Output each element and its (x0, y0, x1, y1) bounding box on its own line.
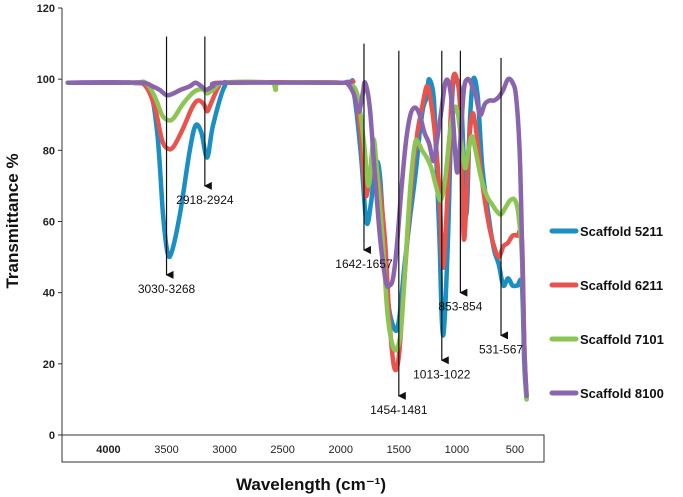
x-tick-label: 4000 (96, 444, 120, 456)
x-axis-box (61, 434, 545, 463)
y-tick-label: 0 (49, 430, 55, 442)
annotation-label: 3030-3268 (138, 282, 196, 296)
x-axis-title: Wavelength (cm⁻¹) (236, 475, 386, 494)
legend-label: Scaffold 7101 (580, 332, 664, 347)
annotation-label: 531-567 (479, 342, 523, 356)
y-tick-label: 60 (43, 217, 55, 229)
y-tick-label: 100 (37, 74, 55, 86)
series-line-scaffold-8100 (65, 76, 529, 399)
annotation-label: 1013-1022 (413, 367, 471, 381)
legend-label: Scaffold 6211 (580, 278, 663, 293)
x-tick-label: 500 (506, 444, 524, 456)
y-axis-ticks: 0 20 40 60 80 100 120 (37, 3, 62, 442)
y-tick-label: 20 (43, 359, 55, 371)
x-tick-label: 3000 (212, 444, 236, 456)
annotation-label: 1454-1481 (370, 403, 428, 417)
y-tick-label: 80 (43, 145, 55, 157)
legend-label: Scaffold 5211 (580, 224, 663, 239)
x-tick-label: 3500 (154, 444, 178, 456)
y-tick-label: 40 (43, 288, 55, 300)
legend: Scaffold 5211 Scaffold 6211 Scaffold 7101 S… (549, 224, 664, 401)
series-line-scaffold-7101 (65, 79, 529, 402)
legend-label: Scaffold 8100 (580, 386, 664, 401)
annotations-group: 3030-3268 2918-2924 1642-1657 1454-1481 1013… (138, 36, 523, 417)
annotation-label: 1642-1657 (335, 257, 393, 271)
x-tick-label: 2500 (270, 444, 294, 456)
x-tick-label: 2000 (329, 444, 353, 456)
series-group (65, 71, 529, 402)
y-axis-title: Transmittance % (3, 153, 22, 288)
y-tick-label: 120 (37, 3, 55, 15)
annotation-label: 853-854 (438, 300, 482, 314)
x-tick-label: 1000 (445, 444, 469, 456)
x-tick-label: 1500 (387, 444, 411, 456)
x-axis-ticks: 4000 3500 3000 2500 2000 1500 1000 500 (96, 444, 524, 456)
annotation-label: 2918-2924 (176, 193, 234, 207)
